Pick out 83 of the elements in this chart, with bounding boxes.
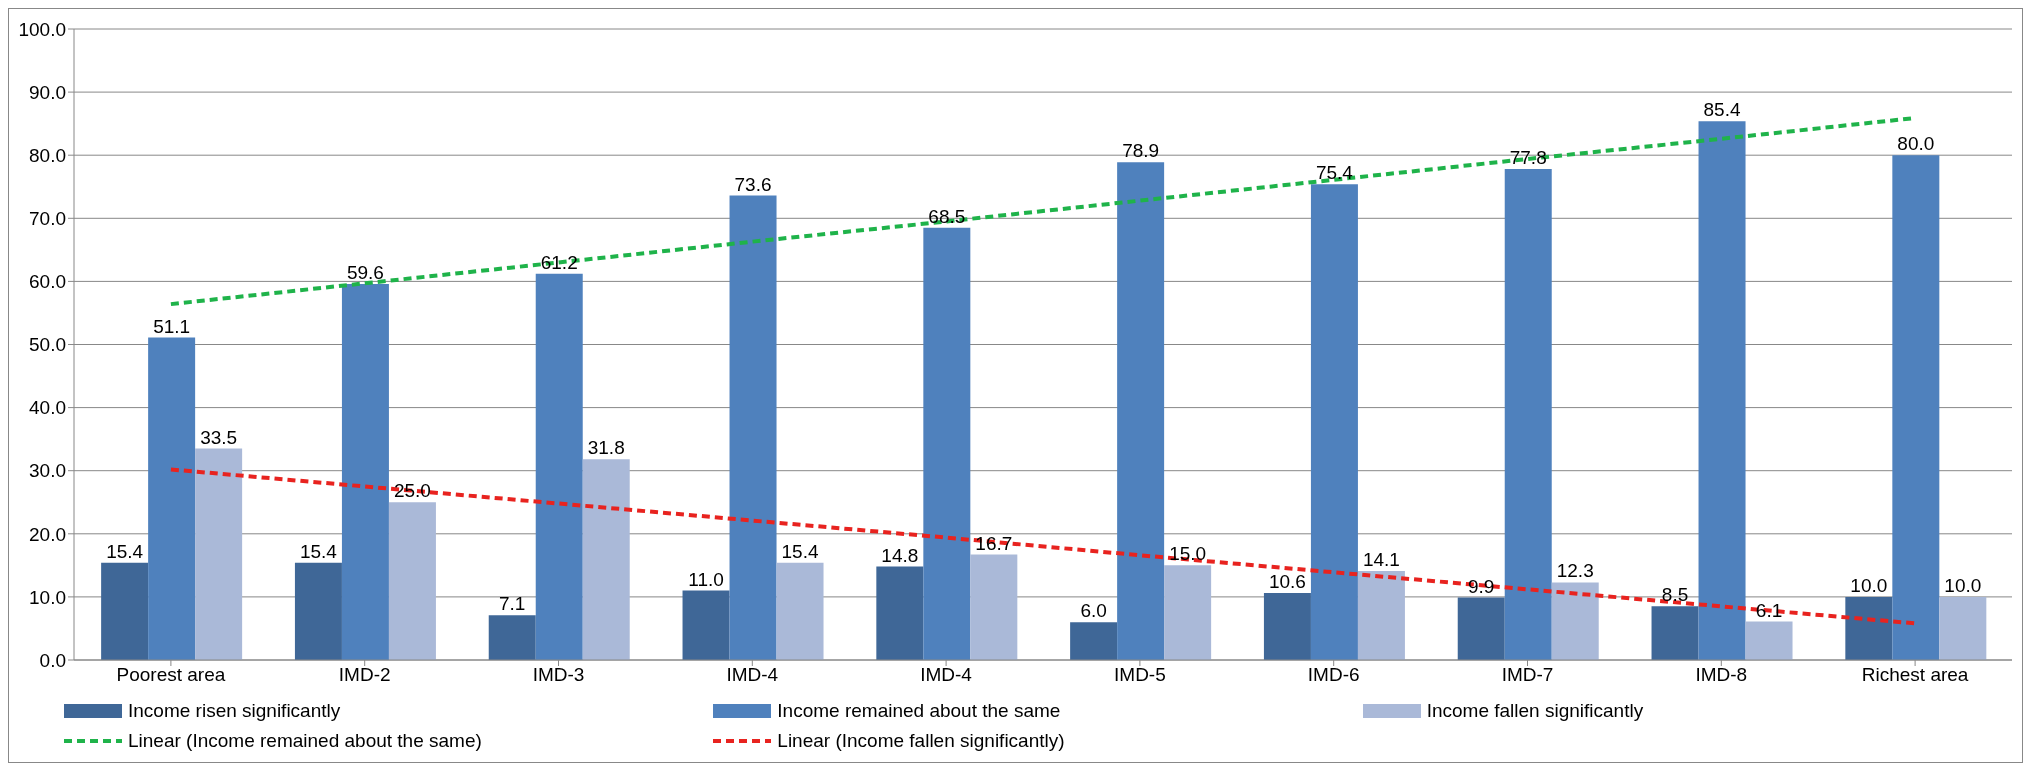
data-label: 6.0 xyxy=(1080,600,1107,622)
data-label: 68.5 xyxy=(928,205,966,227)
x-tick-label: IMD-8 xyxy=(1695,664,1748,686)
x-tick-label: IMD-4 xyxy=(726,664,779,686)
bar xyxy=(1357,571,1405,660)
bar xyxy=(1310,184,1358,660)
data-label: 10.0 xyxy=(1850,574,1888,596)
data-label: 8.5 xyxy=(1661,584,1689,606)
bar xyxy=(1164,565,1212,660)
bar xyxy=(535,273,583,660)
bar xyxy=(1070,622,1118,660)
legend-label: Linear (Income fallen significantly) xyxy=(777,730,1065,752)
data-label: 77.8 xyxy=(1509,147,1547,169)
bar xyxy=(195,448,243,660)
bar xyxy=(776,562,824,660)
data-label: 85.4 xyxy=(1703,99,1741,121)
bar xyxy=(341,283,389,660)
bar xyxy=(1117,162,1165,660)
y-tick-label: 60.0 xyxy=(29,271,66,293)
bar xyxy=(1263,593,1311,660)
data-label: 15.4 xyxy=(299,540,338,562)
bar xyxy=(1892,155,1940,660)
bar xyxy=(1551,582,1599,660)
bar xyxy=(1698,121,1746,660)
data-label: 7.1 xyxy=(499,593,526,615)
x-tick-label: Richest area xyxy=(1861,664,1969,686)
data-label: 78.9 xyxy=(1122,140,1160,162)
bar xyxy=(1745,621,1793,660)
bar xyxy=(294,562,342,660)
legend-label: Income risen significantly xyxy=(128,700,341,722)
y-tick-label: 100.0 xyxy=(18,18,66,40)
bar xyxy=(729,195,777,660)
bar xyxy=(101,562,149,660)
x-tick-label: IMD-3 xyxy=(532,664,585,686)
bar xyxy=(1845,596,1893,660)
bar xyxy=(1651,606,1699,660)
x-tick-label: IMD-5 xyxy=(1114,664,1166,686)
data-label: 12.3 xyxy=(1556,560,1594,582)
x-tick-label: IMD-2 xyxy=(338,664,391,686)
y-tick-label: 90.0 xyxy=(29,81,66,103)
legend-label: Linear (Income remained about the same) xyxy=(128,730,482,752)
y-tick-label: 70.0 xyxy=(29,208,66,230)
y-tick-label: 80.0 xyxy=(29,144,66,166)
data-label: 61.2 xyxy=(540,251,578,273)
data-label: 73.6 xyxy=(734,173,772,195)
x-tick-label: IMD-6 xyxy=(1307,664,1360,686)
legend-label: Income remained about the same xyxy=(777,700,1061,722)
bar xyxy=(1457,597,1505,660)
y-tick-label: 20.0 xyxy=(29,523,66,545)
data-label: 59.6 xyxy=(346,261,384,283)
bar xyxy=(1504,169,1552,660)
bar xyxy=(970,554,1018,660)
data-label: 15.0 xyxy=(1169,543,1207,565)
bar xyxy=(876,566,924,660)
data-label: 75.4 xyxy=(1315,162,1354,184)
bar xyxy=(488,615,536,660)
data-label: 10.6 xyxy=(1268,571,1306,593)
data-label: 10.0 xyxy=(1944,574,1982,596)
data-label: 80.0 xyxy=(1897,133,1935,155)
data-label: 15.4 xyxy=(106,540,144,562)
bar xyxy=(923,227,971,660)
bar xyxy=(582,459,630,660)
y-tick-label: 50.0 xyxy=(29,334,66,356)
bar xyxy=(682,590,730,660)
data-label: 15.4 xyxy=(781,540,819,562)
data-label: 11.0 xyxy=(688,568,724,590)
y-tick-label: 40.0 xyxy=(29,397,66,419)
bar xyxy=(388,502,436,660)
y-tick-label: 10.0 xyxy=(29,586,66,608)
data-label: 33.5 xyxy=(200,426,238,448)
data-label: 31.8 xyxy=(587,437,625,459)
x-tick-label: IMD-4 xyxy=(920,664,973,686)
y-tick-label: 0.0 xyxy=(39,649,66,671)
data-label: 14.1 xyxy=(1362,549,1400,571)
data-label: 14.8 xyxy=(881,544,919,566)
x-tick-label: IMD-7 xyxy=(1501,664,1554,686)
bar xyxy=(148,337,196,660)
legend-label: Income fallen significantly xyxy=(1426,700,1644,722)
x-tick-label: Poorest area xyxy=(116,664,226,686)
y-tick-label: 30.0 xyxy=(29,460,66,482)
data-label: 25.0 xyxy=(393,480,431,502)
data-label: 51.1 xyxy=(153,315,191,337)
bar xyxy=(1939,596,1987,660)
